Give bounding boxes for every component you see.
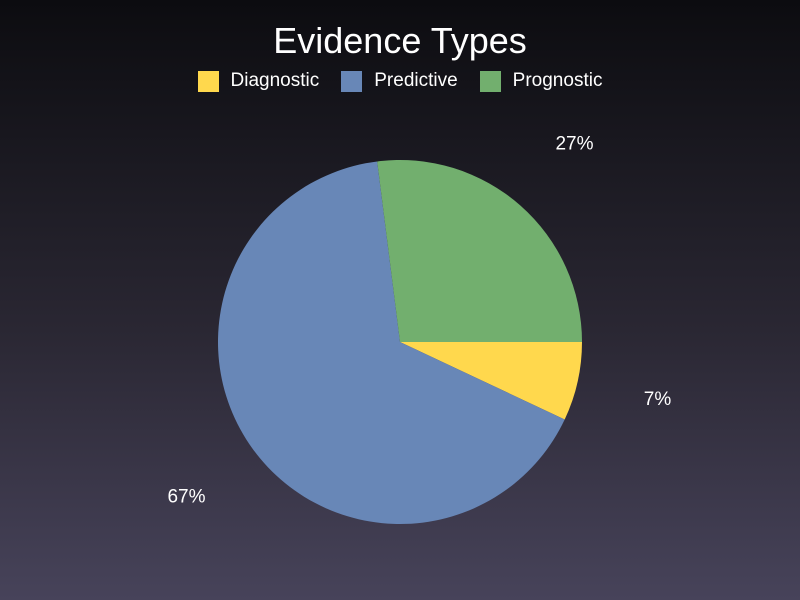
slice-label-predictive: 67% <box>167 487 205 508</box>
legend-item-predictive[interactable]: Predictive <box>341 69 458 93</box>
legend-label-diagnostic: Diagnostic <box>230 70 320 91</box>
legend-swatch-predictive <box>341 70 363 92</box>
pie-labels: 7% 67% 27% <box>167 134 671 508</box>
pie-slice-predictive[interactable] <box>217 161 565 525</box>
legend-label-predictive: Predictive <box>374 70 458 91</box>
legend-label-prognostic: Prognostic <box>512 70 603 91</box>
legend-item-prognostic[interactable]: Prognostic <box>479 69 603 93</box>
pie-slice-diagnostic[interactable] <box>400 342 583 420</box>
pie-slices <box>217 160 583 525</box>
chart-title: Evidence Types <box>273 20 527 61</box>
legend-item-diagnostic[interactable]: Diagnostic <box>197 69 320 93</box>
slice-label-prognostic: 27% <box>555 134 593 155</box>
pie-slice-prognostic[interactable] <box>377 160 582 342</box>
legend-swatch-prognostic <box>479 70 501 92</box>
legend: Diagnostic Predictive Prognostic <box>0 69 800 93</box>
slice-label-diagnostic: 7% <box>644 389 672 410</box>
legend-swatch-diagnostic <box>197 70 219 92</box>
